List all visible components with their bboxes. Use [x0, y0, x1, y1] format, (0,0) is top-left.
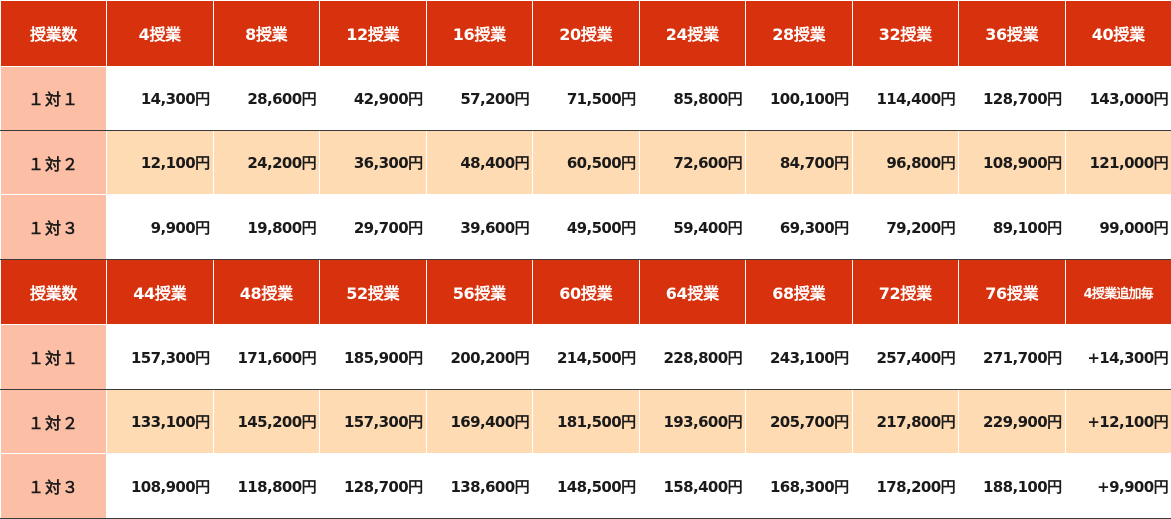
- price-cell: 118,800円: [212, 453, 320, 519]
- column-header: 32授業: [851, 0, 959, 67]
- table-row: １対３ 9,900円 19,800円 29,700円 39,600円 49,500円 59,…: [0, 194, 1171, 260]
- column-header: 76授業: [958, 258, 1066, 326]
- price-cell: 19,800円: [212, 194, 320, 260]
- price-cell: +14,300円: [1064, 324, 1171, 390]
- price-cell: 49,500円: [532, 194, 640, 260]
- column-header: 8授業: [212, 0, 320, 67]
- price-cell: 148,500円: [532, 453, 640, 519]
- column-header: 16授業: [425, 0, 533, 67]
- price-cell: 205,700円: [745, 388, 853, 455]
- price-cell: 42,900円: [319, 65, 427, 131]
- price-cell: 24,200円: [212, 129, 320, 196]
- row-label: １対１: [0, 65, 107, 131]
- price-cell: 28,600円: [212, 65, 320, 131]
- price-cell: 157,300円: [106, 324, 214, 390]
- price-cell: 36,300円: [319, 129, 427, 196]
- column-header: 4授業追加毎: [1064, 258, 1171, 326]
- price-cell: 158,400円: [638, 453, 746, 519]
- column-header-lesson-count: 授業数: [0, 258, 107, 326]
- price-cell: 99,000円: [1064, 194, 1171, 260]
- column-header: 24授業: [638, 0, 746, 67]
- column-header: 52授業: [319, 258, 427, 326]
- price-cell: 185,900円: [319, 324, 427, 390]
- price-cell: 29,700円: [319, 194, 427, 260]
- price-cell: 108,900円: [106, 453, 214, 519]
- price-cell: 71,500円: [532, 65, 640, 131]
- row-label: １対３: [0, 194, 107, 260]
- column-header-lesson-count: 授業数: [0, 0, 107, 67]
- column-header: 68授業: [745, 258, 853, 326]
- price-cell: 89,100円: [958, 194, 1066, 260]
- price-cell: 100,100円: [745, 65, 853, 131]
- price-cell: 243,100円: [745, 324, 853, 390]
- price-cell: 39,600円: [425, 194, 533, 260]
- table-row: １対２ 12,100円 24,200円 36,300円 48,400円 60,500円 72…: [0, 129, 1171, 196]
- price-cell: 108,900円: [958, 129, 1066, 196]
- price-cell: 228,800円: [638, 324, 746, 390]
- price-cell: 84,700円: [745, 129, 853, 196]
- price-cell: 128,700円: [319, 453, 427, 519]
- column-header: 36授業: [958, 0, 1066, 67]
- price-cell: 169,400円: [425, 388, 533, 455]
- column-header: 56授業: [425, 258, 533, 326]
- price-cell: 60,500円: [532, 129, 640, 196]
- price-cell: 257,400円: [851, 324, 959, 390]
- price-cell: 178,200円: [851, 453, 959, 519]
- column-header: 20授業: [532, 0, 640, 67]
- price-cell: 168,300円: [745, 453, 853, 519]
- column-header: 72授業: [851, 258, 959, 326]
- price-cell: 188,100円: [958, 453, 1066, 519]
- column-header: 44授業: [106, 258, 214, 326]
- price-cell: +12,100円: [1064, 388, 1171, 455]
- price-cell: 85,800円: [638, 65, 746, 131]
- table-row: １対１ 14,300円 28,600円 42,900円 57,200円 71,500円 85…: [0, 65, 1171, 131]
- price-cell: 12,100円: [106, 129, 214, 196]
- price-cell: 114,400円: [851, 65, 959, 131]
- price-cell: 200,200円: [425, 324, 533, 390]
- price-cell: 48,400円: [425, 129, 533, 196]
- price-cell: 133,100円: [106, 388, 214, 455]
- price-cell: 217,800円: [851, 388, 959, 455]
- table-row: １対２ 133,100円 145,200円 157,300円 169,400円 181,5…: [0, 388, 1171, 455]
- price-cell: 9,900円: [106, 194, 214, 260]
- column-header: 60授業: [532, 258, 640, 326]
- price-cell: 121,000円: [1064, 129, 1171, 196]
- row-label: １対３: [0, 453, 107, 519]
- price-cell: 69,300円: [745, 194, 853, 260]
- row-label: １対２: [0, 129, 107, 196]
- row-label: １対１: [0, 324, 107, 390]
- price-cell: 193,600円: [638, 388, 746, 455]
- price-cell: +9,900円: [1064, 453, 1171, 519]
- price-cell: 143,000円: [1064, 65, 1171, 131]
- column-header: 4授業: [106, 0, 214, 67]
- price-cell: 72,600円: [638, 129, 746, 196]
- price-cell: 229,900円: [958, 388, 1066, 455]
- column-header: 12授業: [319, 0, 427, 67]
- price-cell: 57,200円: [425, 65, 533, 131]
- price-cell: 138,600円: [425, 453, 533, 519]
- price-cell: 214,500円: [532, 324, 640, 390]
- price-cell: 96,800円: [851, 129, 959, 196]
- price-cell: 128,700円: [958, 65, 1066, 131]
- price-cell: 14,300円: [106, 65, 214, 131]
- price-cell: 157,300円: [319, 388, 427, 455]
- column-header: 64授業: [638, 258, 746, 326]
- table-row: １対３ 108,900円 118,800円 128,700円 138,600円 148,5…: [0, 453, 1171, 519]
- column-header: 28授業: [745, 0, 853, 67]
- header-row: 授業数 4授業 8授業 12授業 16授業 20授業 24授業 28授業 32授業 36授業 40授…: [0, 0, 1171, 67]
- price-cell: 271,700円: [958, 324, 1066, 390]
- price-cell: 181,500円: [532, 388, 640, 455]
- price-cell: 59,400円: [638, 194, 746, 260]
- column-header: 48授業: [212, 258, 320, 326]
- column-header: 40授業: [1064, 0, 1171, 67]
- price-cell: 79,200円: [851, 194, 959, 260]
- price-cell: 145,200円: [212, 388, 320, 455]
- price-cell: 171,600円: [212, 324, 320, 390]
- table-row: １対１ 157,300円 171,600円 185,900円 200,200円 214,5…: [0, 324, 1171, 390]
- row-label: １対２: [0, 388, 107, 455]
- header-row: 授業数 44授業 48授業 52授業 56授業 60授業 64授業 68授業 72授業 76授業 4…: [0, 258, 1171, 326]
